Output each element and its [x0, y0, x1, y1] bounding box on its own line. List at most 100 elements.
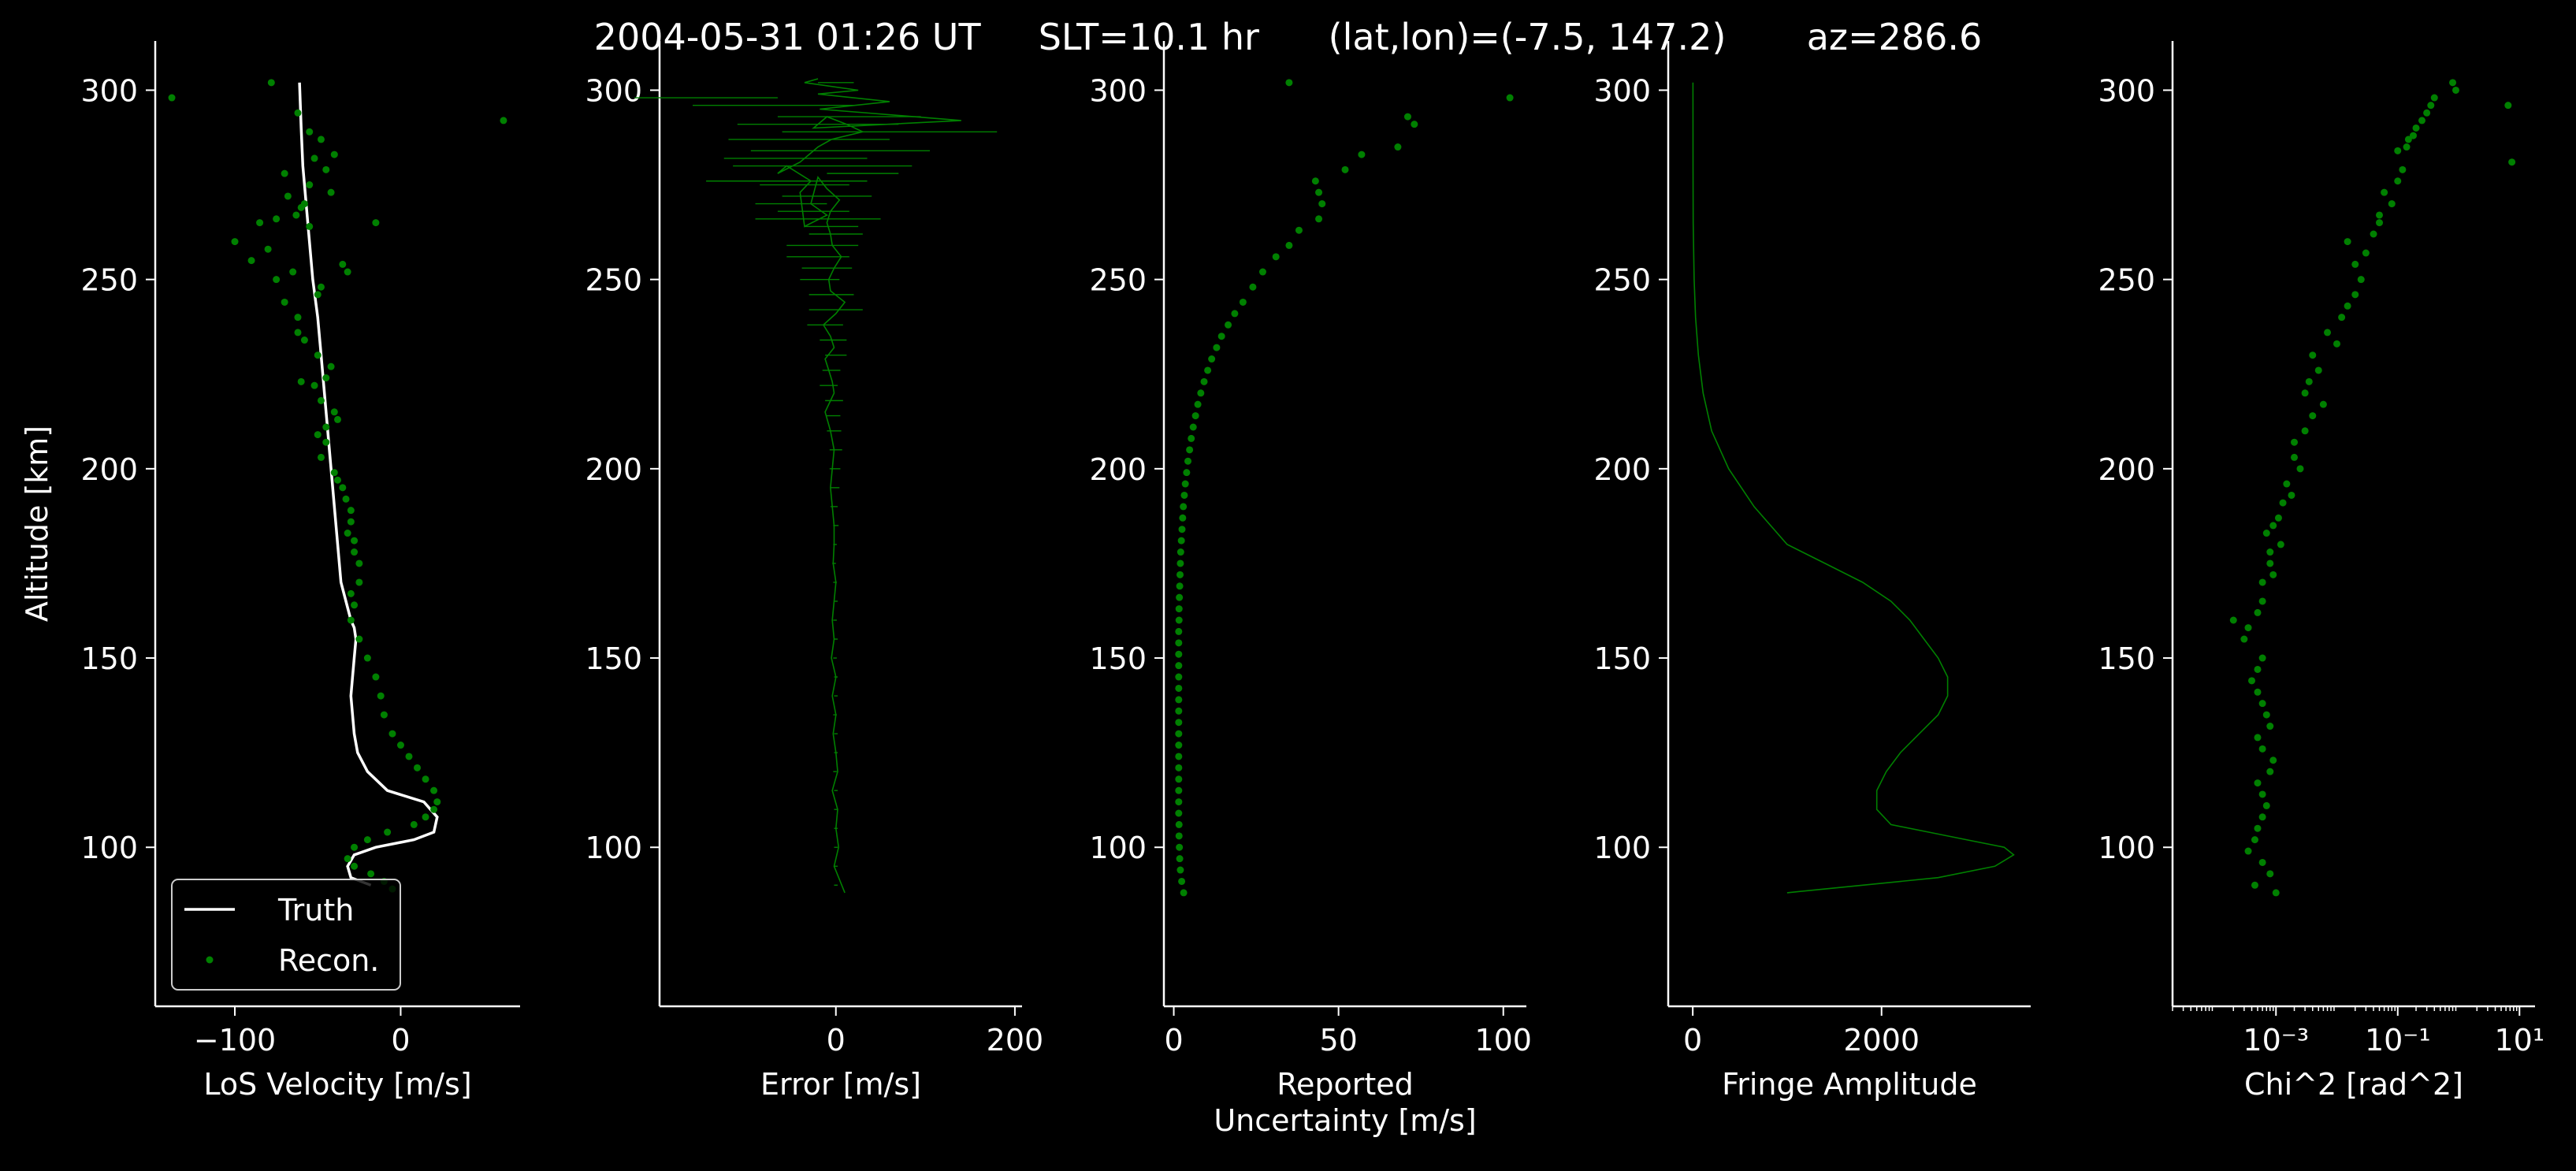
- data-point: [380, 711, 388, 719]
- data-point: [347, 518, 355, 526]
- x-tick-label: 200: [987, 1023, 1044, 1058]
- legend-truth-label: Truth: [277, 893, 354, 928]
- x-tick-label: 0: [391, 1023, 410, 1058]
- data-point: [1358, 151, 1366, 158]
- data-point: [2427, 102, 2435, 110]
- data-point: [314, 431, 322, 439]
- data-point: [2258, 858, 2266, 866]
- x-axis-label: Chi^2 [rad^2]: [2244, 1067, 2463, 1102]
- data-point: [2351, 291, 2359, 299]
- data-point: [2272, 889, 2280, 897]
- data-point: [2319, 400, 2327, 408]
- data-point: [2409, 132, 2417, 139]
- data-point: [1175, 798, 1183, 806]
- data-point: [2423, 109, 2431, 117]
- data-point: [347, 616, 355, 624]
- data-point: [1295, 226, 1303, 234]
- y-tick-label: 300: [80, 73, 138, 108]
- data-point: [1175, 696, 1183, 704]
- data-point: [317, 453, 325, 461]
- data-point: [1506, 94, 1514, 102]
- y-tick-label: 100: [585, 831, 642, 865]
- data-point: [2399, 165, 2407, 173]
- data-point: [2258, 654, 2266, 662]
- figure-title: 2004-05-31 01:26 UT SLT=10.1 hr (lat,lon…: [593, 16, 1983, 58]
- data-point: [2258, 700, 2266, 708]
- x-tick-label: −100: [194, 1023, 276, 1058]
- data-point: [372, 673, 380, 681]
- data-point: [294, 329, 302, 336]
- data-point: [363, 654, 371, 662]
- data-point: [1176, 582, 1184, 590]
- data-point: [2258, 597, 2266, 605]
- data-point: [2305, 377, 2313, 385]
- data-point: [294, 109, 302, 117]
- data-point: [2381, 188, 2388, 196]
- data-point: [1184, 457, 1192, 465]
- data-point: [168, 94, 176, 102]
- x-tick-label: 50: [1319, 1023, 1357, 1058]
- data-point: [2451, 86, 2459, 94]
- y-tick-label: 300: [1593, 73, 1651, 108]
- data-point: [1175, 684, 1183, 692]
- data-point: [1175, 832, 1183, 840]
- data-point: [2274, 514, 2282, 522]
- x-axis-label: LoS Velocity [m/s]: [203, 1067, 471, 1102]
- panel-4: 100 150 200 250 300 0 2000 Fringe Amplitude: [1593, 41, 2031, 1102]
- data-point: [2266, 559, 2274, 567]
- data-point: [2279, 499, 2287, 507]
- data-point: [347, 507, 355, 515]
- data-point: [1197, 389, 1205, 397]
- data-point: [2266, 870, 2274, 878]
- data-point: [267, 79, 275, 87]
- x-axis-label: Error [m/s]: [760, 1067, 921, 1102]
- y-tick-label: 200: [1593, 452, 1651, 487]
- data-point: [1175, 764, 1183, 771]
- data-point: [2412, 124, 2420, 132]
- data-point: [2254, 824, 2262, 832]
- data-point: [1175, 639, 1183, 647]
- legend-recon-swatch: [206, 956, 214, 964]
- data-point: [1175, 707, 1183, 715]
- data-point: [1175, 730, 1183, 738]
- data-point: [1217, 333, 1225, 340]
- x-tick-label: 100: [1474, 1023, 1532, 1058]
- data-point: [2324, 329, 2332, 336]
- data-point: [351, 601, 359, 609]
- data-point: [310, 154, 318, 162]
- data-point: [2404, 136, 2412, 143]
- x-tick-label: 2000: [1843, 1023, 1920, 1058]
- y-tick-label: 300: [2098, 73, 2155, 108]
- data-point: [2376, 219, 2384, 227]
- data-point: [327, 188, 335, 196]
- data-point: [314, 291, 322, 299]
- data-point: [2266, 768, 2274, 775]
- data-point: [1186, 446, 1194, 454]
- y-tick-label: 200: [585, 452, 642, 487]
- data-point: [2362, 249, 2370, 257]
- data-point: [2258, 578, 2266, 586]
- data-point: [1285, 79, 1293, 87]
- y-tick-label: 150: [2098, 641, 2155, 676]
- data-point: [351, 548, 359, 556]
- data-point: [1183, 469, 1191, 477]
- data-point: [1341, 165, 1349, 173]
- data-point: [322, 374, 330, 382]
- data-point: [1175, 650, 1183, 658]
- data-point: [2291, 438, 2299, 446]
- data-point: [306, 222, 314, 230]
- y-tick-label: 250: [2098, 263, 2155, 298]
- data-point: [384, 828, 392, 836]
- data-point: [2254, 688, 2262, 696]
- data-point: [330, 469, 338, 477]
- data-point: [422, 813, 429, 821]
- data-point: [281, 298, 288, 306]
- y-tick-label: 250: [585, 263, 642, 298]
- x-tick-label: 10¹: [2494, 1023, 2544, 1058]
- panel-1: 100 150 200 250 300 −100 0 LoS Velocity [m/s] Al…: [20, 41, 520, 1102]
- y-tick-label: 300: [1089, 73, 1147, 108]
- data-point: [1175, 809, 1183, 817]
- data-point: [1177, 537, 1185, 545]
- data-point: [2351, 260, 2359, 268]
